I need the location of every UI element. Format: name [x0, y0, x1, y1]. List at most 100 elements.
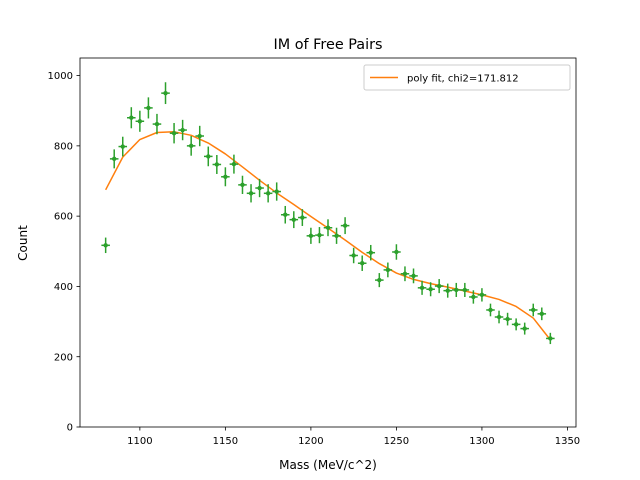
data-point [298, 209, 307, 226]
point-marker [394, 249, 399, 255]
data-point [383, 262, 393, 278]
point-marker [411, 273, 416, 279]
legend-box [363, 64, 571, 91]
point-marker [188, 143, 194, 149]
y-tick-label: 800 [54, 141, 73, 152]
data-point [366, 244, 376, 261]
data-point [315, 227, 324, 244]
data-point [135, 110, 145, 132]
point-marker [334, 233, 339, 239]
point-marker [197, 133, 202, 139]
data-point [280, 205, 290, 224]
legend: poly fit, chi2=171.812 [363, 64, 571, 91]
x-tick-label: 1300 [469, 436, 494, 447]
data-point [161, 82, 170, 105]
data-point [204, 146, 213, 167]
point-marker [146, 105, 151, 111]
data-point [246, 184, 256, 203]
data-point [392, 244, 401, 260]
point-marker [436, 283, 442, 289]
data-point [221, 167, 230, 187]
data-point [537, 307, 547, 321]
axes-frame [79, 57, 577, 428]
data-point [477, 288, 487, 302]
point-marker [137, 119, 143, 124]
data-point [229, 154, 239, 174]
data-point [255, 178, 264, 198]
point-marker [257, 185, 262, 191]
data-point [503, 312, 512, 326]
data-point [340, 217, 350, 235]
chart-title: IM of Free Pairs [273, 37, 382, 53]
x-tick-label: 1150 [213, 436, 238, 447]
point-marker [522, 326, 527, 331]
plot-axes: 1100 1150 1200 1250 1300 1350 0 200 400 600 800 100… [48, 57, 580, 447]
point-marker [428, 287, 433, 292]
data-point [494, 310, 504, 324]
data-point [152, 113, 162, 135]
data-point [511, 318, 521, 331]
point-marker [103, 243, 108, 248]
point-marker [163, 90, 168, 96]
data-point [127, 107, 136, 129]
point-marker [368, 250, 373, 255]
x-tick-label: 1350 [555, 436, 580, 447]
data-point [469, 290, 478, 304]
point-marker [274, 189, 279, 194]
data-point [272, 182, 281, 201]
data-point [528, 303, 538, 317]
point-marker [265, 191, 271, 196]
point-marker [248, 191, 254, 196]
point-marker [308, 233, 314, 239]
point-marker [283, 212, 288, 217]
x-tick-label: 1100 [127, 436, 152, 447]
point-marker [513, 322, 519, 327]
data-point [178, 119, 187, 141]
data-point [426, 282, 435, 297]
point-marker [112, 156, 117, 162]
plot-marks [101, 82, 555, 345]
point-marker [385, 267, 391, 273]
data-point [460, 282, 470, 297]
data-point [409, 268, 418, 284]
data-point [101, 237, 110, 254]
x-tick-label: 1250 [384, 436, 409, 447]
point-marker [351, 253, 356, 258]
y-tick-label: 0 [67, 423, 73, 434]
point-marker [548, 336, 553, 341]
y-tick-label: 200 [54, 352, 73, 363]
data-point [349, 247, 358, 264]
point-marker [291, 217, 296, 222]
point-marker [180, 127, 185, 133]
data-point [434, 279, 444, 294]
y-tick-label: 600 [54, 212, 73, 223]
point-marker [505, 316, 510, 322]
data-point [118, 136, 128, 157]
point-marker [539, 311, 544, 317]
point-marker [479, 292, 485, 298]
data-point [417, 280, 427, 295]
data-point [212, 154, 222, 174]
point-marker [377, 277, 382, 283]
data-point [144, 97, 153, 119]
data-point [263, 184, 273, 203]
data-point [323, 219, 333, 237]
data-point [357, 255, 367, 271]
x-axis-label: Mass (MeV/c^2) [279, 458, 377, 472]
point-marker [342, 223, 348, 228]
point-marker [402, 271, 408, 276]
y-tick-label: 1000 [48, 71, 73, 82]
point-marker [154, 121, 160, 127]
legend-fit-label: poly fit, chi2=171.812 [407, 74, 519, 85]
point-marker [129, 115, 134, 120]
point-marker [419, 285, 425, 291]
data-point [186, 136, 196, 156]
point-marker [462, 287, 468, 293]
point-marker [240, 182, 245, 188]
data-point [332, 227, 341, 244]
y-axis-label: Count [16, 225, 30, 261]
point-marker [325, 225, 331, 230]
point-marker [360, 261, 365, 266]
data-point [520, 322, 529, 335]
